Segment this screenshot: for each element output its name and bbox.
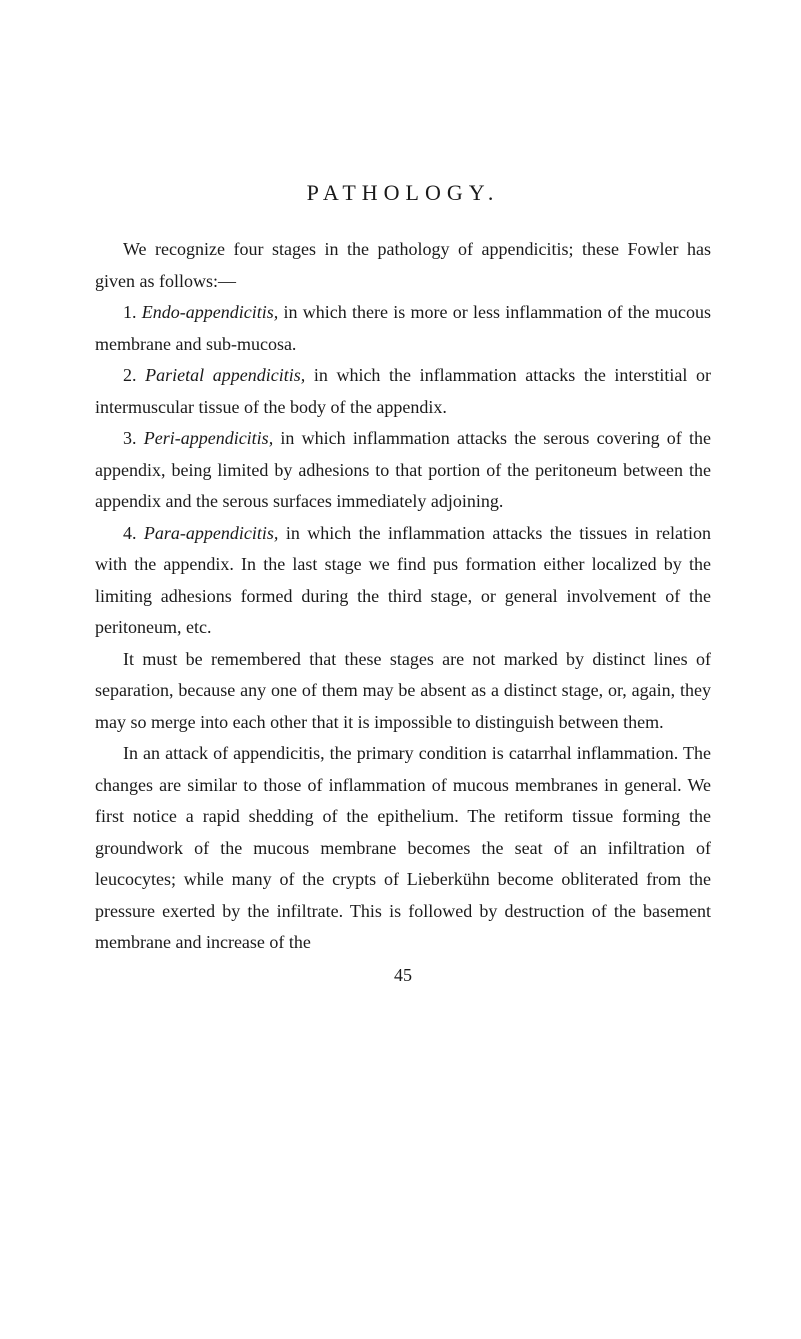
item-number: 3. (123, 428, 144, 448)
italic-term: Para-appendicitis, (144, 523, 278, 543)
body-paragraph: It must be remembered that these stages … (95, 644, 711, 739)
item-number: 4. (123, 523, 144, 543)
item-number: 2. (123, 365, 145, 385)
italic-term: Peri-appendicitis, (144, 428, 273, 448)
document-page: PATHOLOGY. We recognize four stages in t… (0, 0, 801, 1046)
page-number: 45 (95, 965, 711, 986)
intro-paragraph: We recognize four stages in the patholog… (95, 234, 711, 297)
list-item-3: 3. Peri-appendicitis, in which inflammat… (95, 423, 711, 518)
list-item-2: 2. Parietal appendicitis, in which the i… (95, 360, 711, 423)
italic-term: Parietal appendicitis, (145, 365, 305, 385)
list-item-4: 4. Para-appendicitis, in which the infla… (95, 518, 711, 644)
italic-term: Endo-appendicitis, (142, 302, 278, 322)
item-number: 1. (123, 302, 142, 322)
list-item-1: 1. Endo-appendicitis, in which there is … (95, 297, 711, 360)
section-heading: PATHOLOGY. (95, 180, 711, 206)
body-paragraph: In an attack of appendicitis, the primar… (95, 738, 711, 959)
